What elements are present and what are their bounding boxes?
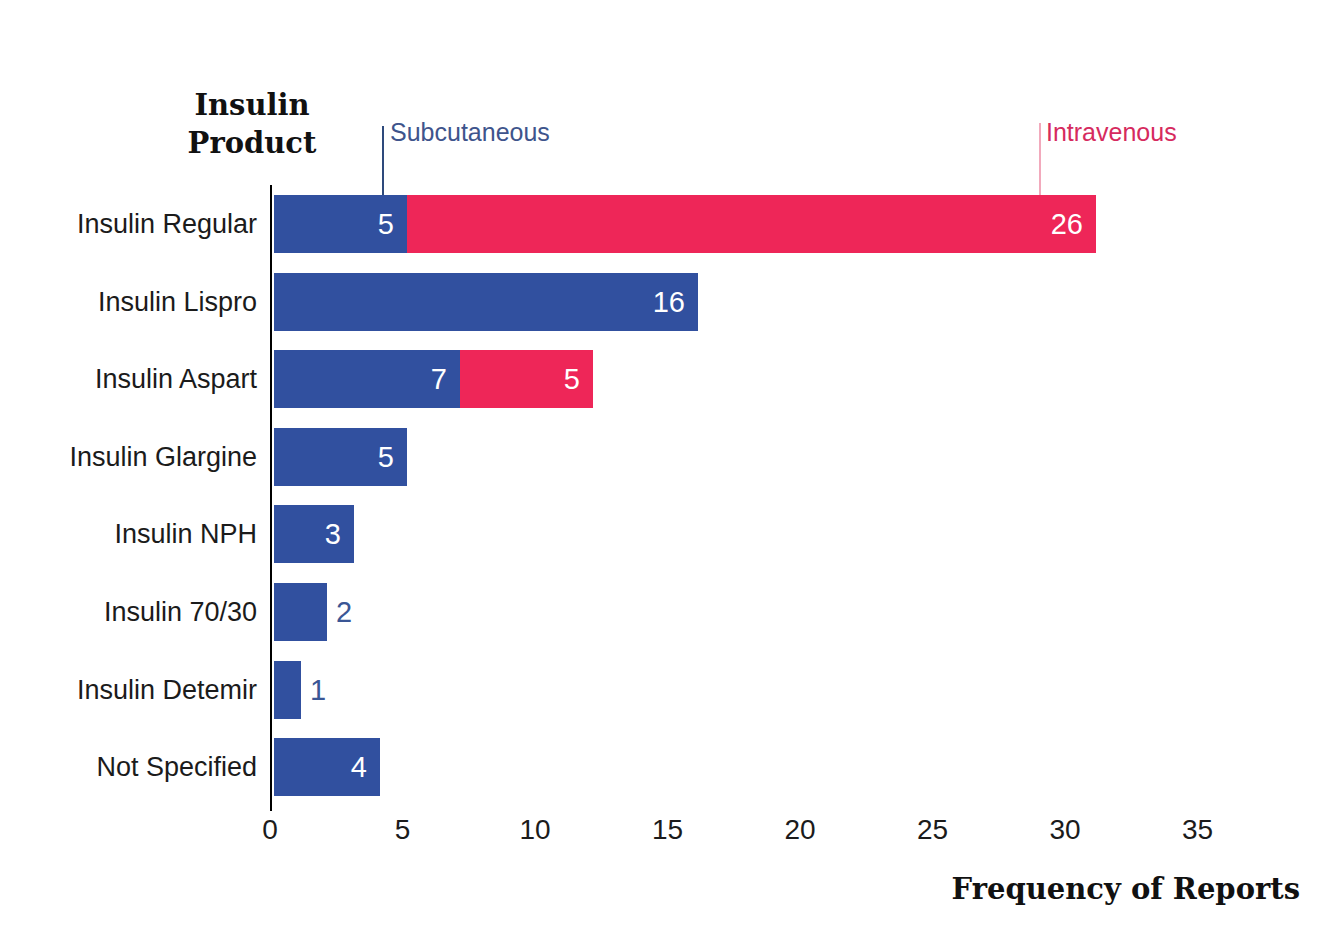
bar-value-label: 7 <box>431 363 447 396</box>
bar-segment-subcutaneous: 5 <box>274 428 407 486</box>
category-label: Insulin Lispro <box>0 273 257 331</box>
x-axis-tick-label: 5 <box>395 814 411 846</box>
y-axis-title: Insulin Product <box>176 86 328 162</box>
bar-value-label: 16 <box>653 286 685 319</box>
bar-value-label: 5 <box>564 363 580 396</box>
x-axis-tick-label: 15 <box>652 814 683 846</box>
legend-intravenous-leader-line <box>1039 123 1041 195</box>
bar-segment-subcutaneous <box>274 661 301 719</box>
category-label: Insulin Regular <box>0 195 257 253</box>
category-label: Insulin NPH <box>0 505 257 563</box>
category-label: Insulin 70/30 <box>0 583 257 641</box>
x-axis-tick-label: 30 <box>1049 814 1080 846</box>
bar-segment-subcutaneous: 5 <box>274 195 407 253</box>
x-axis-tick-label: 25 <box>917 814 948 846</box>
bar-value-label: 2 <box>336 583 352 641</box>
bar-segment-intravenous: 26 <box>407 195 1096 253</box>
x-axis-tick-label: 0 <box>262 814 278 846</box>
bar-value-label: 26 <box>1051 208 1083 241</box>
category-label: Not Specified <box>0 738 257 796</box>
category-label: Insulin Aspart <box>0 350 257 408</box>
x-axis-tick-label: 35 <box>1182 814 1213 846</box>
bar-segment-subcutaneous <box>274 583 327 641</box>
stacked-bar-chart: Insulin Product Subcutaneous Intravenous… <box>0 0 1343 938</box>
bar-segment-intravenous: 5 <box>460 350 593 408</box>
x-axis-tick-label: 10 <box>519 814 550 846</box>
legend-intravenous-label: Intravenous <box>1046 118 1177 147</box>
bar-value-label: 5 <box>378 441 394 474</box>
bar-segment-subcutaneous: 3 <box>274 505 354 563</box>
legend-subcutaneous-leader-line <box>382 126 384 195</box>
bar-segment-subcutaneous: 4 <box>274 738 380 796</box>
x-axis-title: Frequency of Reports <box>952 872 1300 906</box>
bar-value-label: 3 <box>325 518 341 551</box>
category-label: Insulin Detemir <box>0 661 257 719</box>
bar-value-label: 1 <box>310 661 326 719</box>
bar-value-label: 5 <box>378 208 394 241</box>
category-label: Insulin Glargine <box>0 428 257 486</box>
bar-value-label: 4 <box>351 751 367 784</box>
bar-segment-subcutaneous: 16 <box>274 273 698 331</box>
y-axis-line <box>270 185 272 811</box>
x-axis-tick-label: 20 <box>784 814 815 846</box>
bar-segment-subcutaneous: 7 <box>274 350 460 408</box>
legend-subcutaneous-label: Subcutaneous <box>390 118 550 147</box>
